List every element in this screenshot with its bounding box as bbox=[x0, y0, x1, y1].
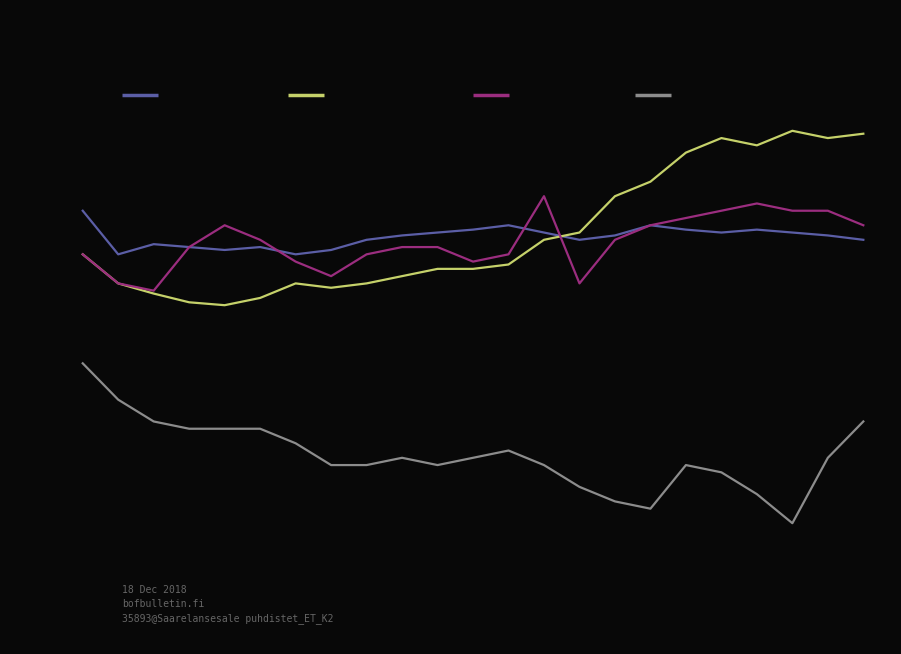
Text: bofbulletin.fi: bofbulletin.fi bbox=[122, 599, 204, 609]
Text: 18 Dec 2018: 18 Dec 2018 bbox=[122, 585, 187, 594]
Text: 35893@Saarelansesale puhdistet_ET_K2: 35893@Saarelansesale puhdistet_ET_K2 bbox=[122, 613, 333, 625]
